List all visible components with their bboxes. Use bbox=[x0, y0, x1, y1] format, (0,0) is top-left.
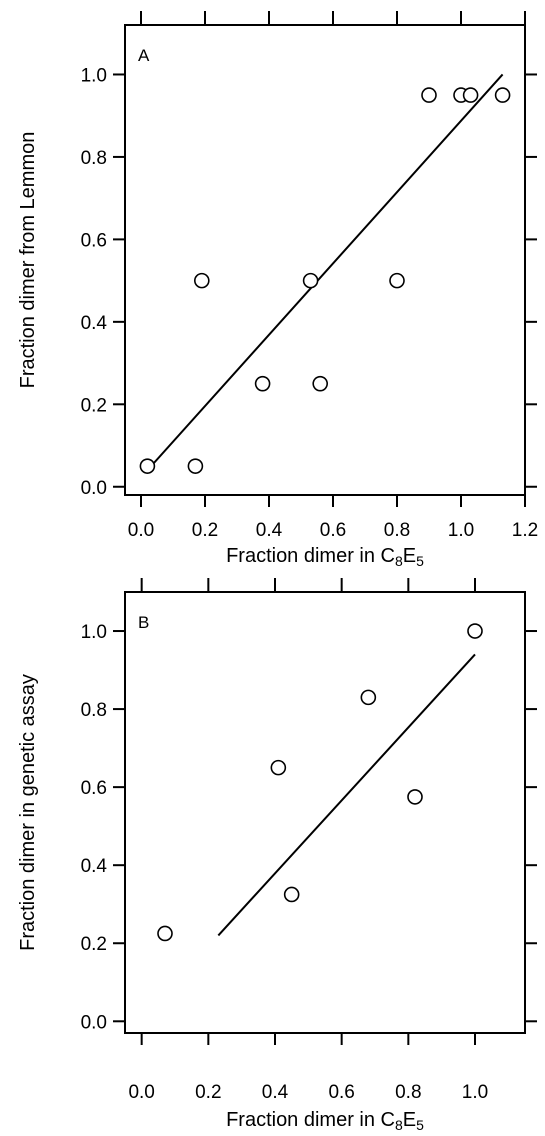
y-tick-label: 0.8 bbox=[81, 148, 107, 169]
y-tick-label: 0.6 bbox=[81, 778, 107, 799]
y-tick-label: 0.6 bbox=[81, 230, 107, 251]
y-axis-label: Fraction dimer in genetic assay bbox=[17, 674, 39, 951]
fit-line bbox=[217, 653, 476, 937]
data-point bbox=[312, 375, 329, 392]
y-tick-label: 0.2 bbox=[81, 934, 107, 955]
x-tick-label: 0.2 bbox=[192, 520, 218, 541]
x-axis-label-subscript: 5 bbox=[416, 553, 424, 569]
y-axis-label: Fraction dimer from Lemmon bbox=[17, 132, 39, 389]
data-point bbox=[467, 623, 483, 639]
data-point bbox=[389, 272, 405, 289]
y-tick-label: 0.4 bbox=[81, 313, 108, 334]
x-axis-label: Fraction dimer in C8E5 bbox=[226, 1109, 424, 1133]
y-tick-label: 1.0 bbox=[81, 65, 107, 86]
panel-b: 0.0 0.2 0.4 0.6 0.8 1.0 0.0 0.2 0.4 0.6 0.8 1.0 B Fra… bbox=[17, 578, 537, 1133]
data-point bbox=[302, 272, 319, 289]
y-tick-label: 0.4 bbox=[81, 856, 108, 877]
x-axis-label-part: E bbox=[403, 545, 416, 567]
data-point bbox=[270, 759, 287, 776]
y-tick-label: 1.0 bbox=[81, 622, 107, 643]
x-axis-label-part: Fraction dimer in C bbox=[226, 1109, 395, 1131]
data-point bbox=[139, 458, 156, 474]
x-tick-label: 0.4 bbox=[262, 1082, 289, 1103]
data-point bbox=[283, 886, 300, 903]
y-tick-label: 0.0 bbox=[81, 478, 107, 499]
plot-frame bbox=[124, 24, 526, 496]
y-tick-label: 0.2 bbox=[81, 395, 107, 416]
data-point bbox=[360, 689, 377, 706]
x-axis-label-subscript: 5 bbox=[416, 1117, 424, 1133]
data-point bbox=[494, 87, 511, 103]
x-tick-label: 0.6 bbox=[320, 520, 346, 541]
x-tick-label: 0.4 bbox=[256, 520, 283, 541]
x-tick-label: 0.0 bbox=[128, 520, 154, 541]
data-point bbox=[462, 87, 479, 103]
y-tick-label: 0.8 bbox=[81, 700, 107, 721]
x-axis-label-part: Fraction dimer in C bbox=[226, 545, 395, 567]
x-tick-label: 0.0 bbox=[128, 1082, 154, 1103]
plot-frame bbox=[124, 591, 526, 1034]
x-axis-label-subscript: 8 bbox=[395, 553, 403, 569]
x-tick-label: 1.2 bbox=[512, 520, 538, 541]
x-tick-label: 0.8 bbox=[384, 520, 410, 541]
fit-line bbox=[146, 73, 504, 471]
panel-label: A bbox=[138, 46, 150, 65]
x-tick-label: 1.0 bbox=[462, 1082, 488, 1103]
x-axis-label: Fraction dimer in C8E5 bbox=[226, 545, 424, 569]
x-tick-label: 1.0 bbox=[448, 520, 474, 541]
panel-label: B bbox=[138, 613, 149, 632]
x-tick-label: 0.8 bbox=[395, 1082, 421, 1103]
data-point bbox=[187, 458, 204, 474]
x-tick-label: 0.6 bbox=[328, 1082, 354, 1103]
x-axis-label-part: E bbox=[403, 1109, 416, 1131]
x-axis-label-subscript: 8 bbox=[395, 1117, 403, 1133]
data-point bbox=[421, 87, 437, 103]
data-point bbox=[194, 272, 210, 289]
data-point bbox=[254, 375, 271, 392]
y-tick-label: 0.0 bbox=[81, 1012, 107, 1033]
x-tick-label: 0.2 bbox=[195, 1082, 221, 1103]
data-point bbox=[407, 789, 423, 805]
data-point bbox=[157, 925, 173, 942]
panel-a: 0.0 0.2 0.4 0.6 0.8 1.0 1.2 0.0 0.2 0.4 0.6 0.8 1.0 A… bbox=[17, 11, 538, 569]
